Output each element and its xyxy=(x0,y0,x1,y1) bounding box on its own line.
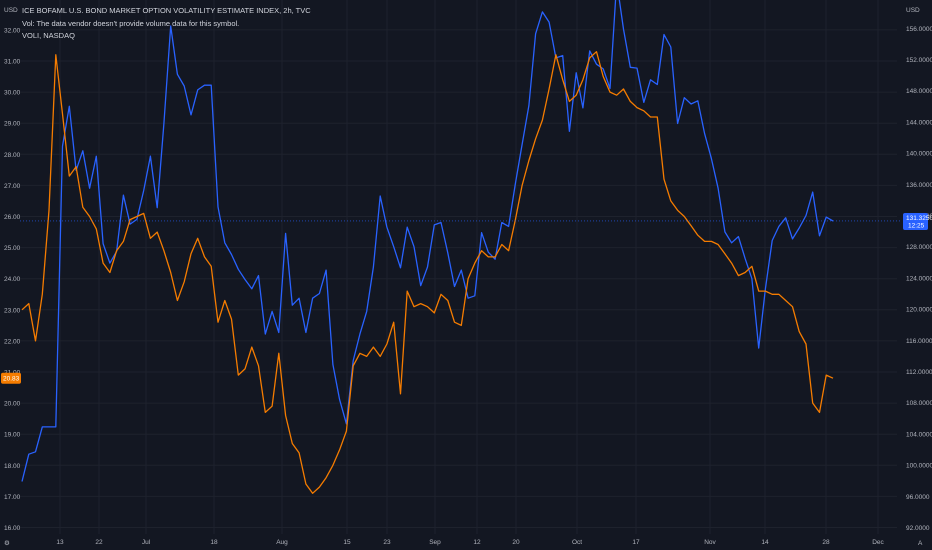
move-index-series-line[interactable] xyxy=(21,0,834,482)
right-axis-tick-label: 96.0000 xyxy=(906,494,930,501)
left-axis-tick-label: 18.00 xyxy=(4,463,21,470)
left-last-value-text: 20.83 xyxy=(3,376,20,383)
right-axis-tick-label: 152.0000 xyxy=(906,57,932,64)
compare-symbol-label: VOLI, NASDAQ xyxy=(22,31,75,40)
time-axis-tick-label: 23 xyxy=(383,539,391,546)
time-axis-tick-label: 13 xyxy=(56,539,64,546)
left-axis-tick-label: 32.00 xyxy=(4,27,21,34)
right-axis-tick-label: 140.0000 xyxy=(906,151,932,158)
right-axis-tick-label: 116.0000 xyxy=(906,338,932,345)
auto-scale-icon[interactable]: A xyxy=(918,540,923,547)
chart-title: ICE BOFAML U.S. BOND MARKET OPTION VOLAT… xyxy=(22,6,311,15)
right-axis-tick-label: 108.0000 xyxy=(906,400,932,407)
left-axis-tick-label: 19.00 xyxy=(4,432,21,439)
left-axis-tick-label: 22.00 xyxy=(4,338,21,345)
right-axis-tick-label: 144.0000 xyxy=(906,119,932,126)
right-axis-unit: USD xyxy=(906,7,920,14)
right-axis-tick-label: 136.0000 xyxy=(906,182,932,189)
right-axis-tick-label: 128.0000 xyxy=(906,244,932,251)
time-axis-tick-label: 28 xyxy=(822,539,830,546)
time-axis-tick-label: 20 xyxy=(512,539,520,546)
left-axis-tick-label: 24.00 xyxy=(4,276,21,283)
left-axis-tick-label: 25.00 xyxy=(4,245,21,252)
time-axis-tick-label: 14 xyxy=(761,539,769,546)
left-axis-tick-label: 23.00 xyxy=(4,307,21,314)
time-axis-tick-label: 18 xyxy=(210,539,218,546)
time-axis-tick-label: Oct xyxy=(572,539,582,546)
left-axis-tick-label: 26.00 xyxy=(4,214,21,221)
right-axis-tick-label: 120.0000 xyxy=(906,307,932,314)
left-axis-tick-label: 20.00 xyxy=(4,401,21,408)
left-axis-tick-label: 28.00 xyxy=(4,152,21,159)
timezone-icon[interactable]: ⚙ xyxy=(4,539,10,547)
time-axis-tick-label: 12 xyxy=(473,539,481,546)
right-axis-tick-label: 112.0000 xyxy=(906,369,932,376)
left-axis-tick-label: 27.00 xyxy=(4,183,21,190)
time-axis-tick-label: Dec xyxy=(872,539,884,546)
voli-series-line[interactable] xyxy=(21,51,834,494)
volume-notice: Vol: The data vendor doesn't provide vol… xyxy=(22,19,240,28)
right-axis-tick-label: 104.0000 xyxy=(906,431,932,438)
right-last-value-text: 131.3250 xyxy=(906,215,932,222)
time-axis-tick-label: 17 xyxy=(632,539,640,546)
left-axis-tick-label: 16.00 xyxy=(4,525,21,532)
left-axis-tick-label: 29.00 xyxy=(4,121,21,128)
left-axis-tick-label: 31.00 xyxy=(4,59,21,66)
left-last-value-badge xyxy=(1,372,21,384)
left-axis-tick-label: 30.00 xyxy=(4,90,21,97)
left-axis-unit: USD xyxy=(4,7,18,14)
time-axis[interactable]: 13 22 Jul 18 Aug 15 23 Sep 12 20 Oct 17 Nov 14 28 Dec ⚙ A xyxy=(4,539,923,547)
right-last-value-badge xyxy=(903,212,928,230)
time-axis-tick-label: 15 xyxy=(343,539,351,546)
right-axis-tick-label: 92.0000 xyxy=(906,525,930,532)
left-axis-tick-label: 17.00 xyxy=(4,494,21,501)
right-axis-tick-label: 148.0000 xyxy=(906,88,932,95)
time-axis-tick-label: Jul xyxy=(142,539,151,546)
time-axis-tick-label: Aug xyxy=(276,539,288,546)
right-axis-tick-label: 100.0000 xyxy=(906,463,932,470)
series-layer xyxy=(21,0,834,494)
right-last-value-countdown: 12:25 xyxy=(908,222,925,229)
right-axis-tick-label: 156.0000 xyxy=(906,26,932,33)
time-axis-tick-label: Nov xyxy=(704,539,716,546)
time-axis-tick-label: 22 xyxy=(95,539,103,546)
time-axis-tick-label: Sep xyxy=(429,539,441,546)
right-axis-tick-label: 160.0000 xyxy=(906,0,932,2)
right-axis-tick-label: 124.0000 xyxy=(906,275,932,282)
